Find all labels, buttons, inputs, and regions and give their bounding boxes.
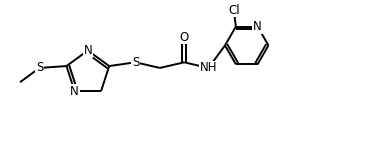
Text: N: N <box>84 44 92 57</box>
Text: S: S <box>132 56 139 69</box>
Text: O: O <box>180 31 189 44</box>
Text: Cl: Cl <box>228 4 240 17</box>
Text: NH: NH <box>200 61 217 74</box>
Text: S: S <box>36 61 43 74</box>
Text: N: N <box>253 20 262 33</box>
Text: N: N <box>70 85 79 98</box>
